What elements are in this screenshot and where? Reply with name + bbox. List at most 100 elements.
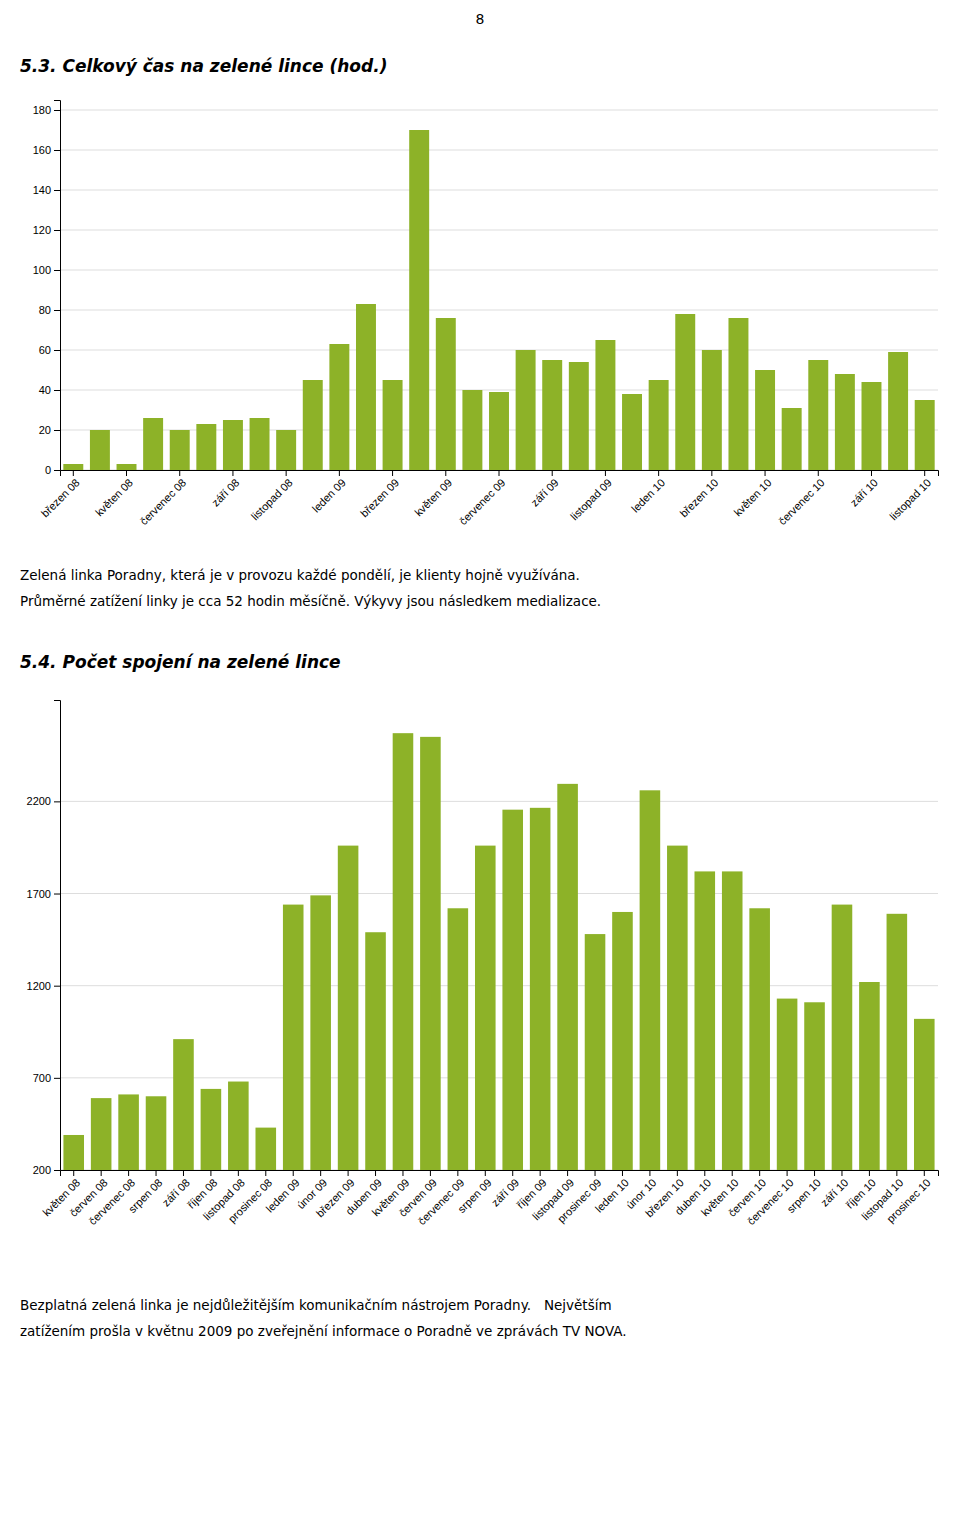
bar [862,382,882,470]
x-tick-mark [457,1170,458,1176]
x-tick: leden 09 [263,1170,301,1215]
y-tick: 200 [33,1164,60,1176]
bar [530,808,551,1170]
x-tick-label: březen 10 [677,476,720,519]
y-tick-mark [54,190,60,191]
bar [835,374,855,470]
grid-line [60,150,938,151]
grid-line [60,270,938,271]
x-tick-mark [126,470,127,476]
x-tick: srpen 10 [784,1170,823,1215]
x-tick: květen 09 [412,470,454,519]
y-tick-mark [54,350,60,351]
annotation: Zelená linka Poradny, která je v provozu… [20,567,580,583]
bar [393,733,414,1170]
x-tick-mark [841,1170,842,1176]
x-tick: listopad 08 [249,470,295,522]
x-tick-mark [818,470,819,476]
chart-title: 5.4. Počet spojení na zelené lince [20,652,341,672]
x-tick-mark [156,1170,157,1176]
bar [489,392,509,470]
x-tick: září 10 [848,470,880,509]
bar [755,370,775,470]
x-tick-mark [677,1170,678,1176]
x-tick-label: květen 08 [93,476,135,518]
y-tick: 120 [33,224,60,236]
x-tick-label: listopad 09 [568,476,614,522]
bar [146,1096,167,1170]
x-tick-mark [711,470,712,476]
y-tick-mark [54,230,60,231]
bar [223,420,243,470]
bar [557,784,578,1170]
bar [173,1039,194,1170]
x-tick-mark [732,1170,733,1176]
x-tick-label: červenec 09 [457,476,508,527]
y-tick: 80 [39,304,60,316]
y-tick-label: 1200 [27,980,51,992]
grid-line [60,985,938,986]
x-tick-label: prosinec 10 [884,1176,933,1225]
bar [63,464,83,470]
x-tick: leden 10 [593,1170,631,1215]
bar [542,360,562,470]
x-tick-label: srpen 10 [784,1176,823,1215]
y-tick-mark [54,390,60,391]
x-tick-mark [658,470,659,476]
y-tick-label: 2200 [27,795,51,807]
bar [90,430,110,470]
x-tick-mark [320,1170,321,1176]
x-tick-label: prosinec 08 [226,1176,275,1225]
x-tick: červenec 10 [776,470,827,527]
bar [859,982,880,1170]
bars [63,733,934,1170]
y-tick: 160 [33,144,60,156]
grid-line [60,350,938,351]
bar [303,380,323,470]
y-tick: 60 [39,344,60,356]
x-tick: leden 09 [310,470,348,515]
x-tick-label: srpen 08 [126,1176,165,1215]
grid-line [60,310,938,311]
y-tick: 1200 [27,980,60,992]
grid-line [60,801,938,802]
bar [832,905,853,1170]
x-tick-mark [339,470,340,476]
x-tick-label: leden 09 [310,476,348,514]
x-tick-mark [101,1170,102,1176]
y-tick-mark [54,1078,60,1079]
bar [409,130,429,470]
x-tick-mark [567,1170,568,1176]
bar [585,934,606,1170]
y-tick-mark [54,470,60,471]
y-tick-label: 180 [33,104,51,116]
x-tick: červenec 09 [457,470,508,527]
bar [888,352,908,470]
y-tick-label: 60 [39,344,51,356]
x-tick-mark [348,1170,349,1176]
x-tick-mark [293,1170,294,1176]
x-tick-mark [512,1170,513,1176]
y-tick-mark [54,110,60,111]
y-axis-line [54,701,61,1171]
x-tick-mark [605,470,606,476]
y-tick-label: 20 [39,424,51,436]
bar [310,895,331,1170]
x-tick: březen 10 [677,470,720,519]
bar [250,418,270,470]
bar [569,362,589,470]
bar [338,846,359,1170]
x-tick-label: leden 10 [629,476,667,514]
bar [276,430,296,470]
x-tick-mark [210,1170,211,1176]
x-tick: květen 08 [93,470,135,519]
y-axis: 020406080100120140160180 [33,101,61,477]
annotation: Bezplatná zelená linka je nejdůležitější… [20,1297,612,1313]
y-axis-line [54,101,61,471]
bar [283,905,304,1170]
x-tick-mark [232,470,233,476]
grid [60,801,938,1170]
bar [728,318,748,470]
x-tick-mark [552,470,553,476]
bar [420,737,441,1170]
